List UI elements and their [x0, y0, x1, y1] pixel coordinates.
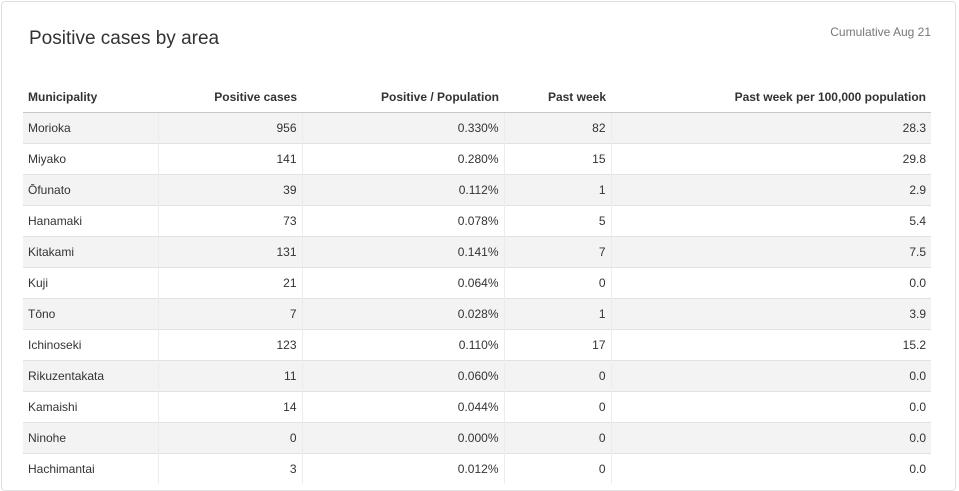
positive-population-cell: 0.012%	[301, 453, 504, 484]
past-week-per-100k-cell: 7.5	[610, 236, 931, 268]
municipality-cell: Morioka	[23, 112, 158, 144]
positive-cases-cell: 0	[157, 422, 302, 454]
positive-population-cell: 0.064%	[301, 267, 504, 299]
past-week-cell: 5	[503, 205, 611, 237]
municipality-cell: Ōfunato	[23, 174, 158, 206]
past-week-cell: 0	[503, 391, 611, 423]
table-header-row: Municipality Positive cases Positive / P…	[23, 81, 931, 113]
municipality-cell: Ninohe	[23, 422, 158, 454]
table-row: Kuji 21 0.064% 0 0.0	[23, 267, 931, 299]
positive-cases-cell: 956	[157, 112, 302, 144]
table-row: Ōfunato 39 0.112% 1 2.9	[23, 174, 931, 206]
table-row: Kitakami 131 0.141% 7 7.5	[23, 236, 931, 268]
table-row: Hanamaki 73 0.078% 5 5.4	[23, 205, 931, 237]
municipality-cell: Miyako	[23, 143, 158, 175]
past-week-cell: 15	[503, 143, 611, 175]
municipality-cell: Kitakami	[23, 236, 158, 268]
past-week-cell: 0	[503, 360, 611, 392]
cases-table: Municipality Positive cases Positive / P…	[23, 81, 931, 484]
column-header-past-week-per-100k[interactable]: Past week per 100,000 population	[611, 81, 931, 113]
past-week-cell: 17	[503, 329, 611, 361]
municipality-cell: Tōno	[23, 298, 158, 330]
cumulative-date-label: Cumulative Aug 21	[830, 25, 931, 39]
positive-cases-cell: 141	[157, 143, 302, 175]
column-header-positive-population[interactable]: Positive / Population	[302, 81, 504, 113]
past-week-cell: 1	[503, 174, 611, 206]
past-week-cell: 7	[503, 236, 611, 268]
municipality-cell: Hachimantai	[23, 453, 158, 484]
positive-cases-cell: 7	[157, 298, 302, 330]
positive-population-cell: 0.060%	[301, 360, 504, 392]
positive-population-cell: 0.000%	[301, 422, 504, 454]
card-title: Positive cases by area	[29, 28, 220, 49]
municipality-cell: Kamaishi	[23, 391, 158, 423]
positive-cases-cell: 14	[157, 391, 302, 423]
positive-cases-cell: 123	[157, 329, 302, 361]
past-week-per-100k-cell: 3.9	[610, 298, 931, 330]
column-header-past-week[interactable]: Past week	[504, 81, 611, 113]
positive-population-cell: 0.112%	[301, 174, 504, 206]
positive-population-cell: 0.110%	[301, 329, 504, 361]
past-week-per-100k-cell: 5.4	[610, 205, 931, 237]
positive-population-cell: 0.078%	[301, 205, 504, 237]
positive-cases-cell: 131	[157, 236, 302, 268]
column-header-positive-cases[interactable]: Positive cases	[158, 81, 302, 113]
positive-population-cell: 0.044%	[301, 391, 504, 423]
positive-population-cell: 0.280%	[301, 143, 504, 175]
table-row: Rikuzentakata 11 0.060% 0 0.0	[23, 360, 931, 392]
past-week-per-100k-cell: 2.9	[610, 174, 931, 206]
past-week-cell: 1	[503, 298, 611, 330]
past-week-per-100k-cell: 29.8	[610, 143, 931, 175]
past-week-cell: 82	[503, 112, 611, 144]
past-week-per-100k-cell: 0.0	[610, 267, 931, 299]
past-week-per-100k-cell: 0.0	[610, 360, 931, 392]
past-week-per-100k-cell: 0.0	[610, 453, 931, 484]
positive-population-cell: 0.330%	[301, 112, 504, 144]
past-week-per-100k-cell: 15.2	[610, 329, 931, 361]
table-row: Ninohe 0 0.000% 0 0.0	[23, 422, 931, 454]
positive-cases-cell: 11	[157, 360, 302, 392]
past-week-per-100k-cell: 0.0	[610, 391, 931, 423]
past-week-per-100k-cell: 0.0	[610, 422, 931, 454]
municipality-cell: Hanamaki	[23, 205, 158, 237]
past-week-cell: 0	[503, 453, 611, 484]
table-row: Miyako 141 0.280% 15 29.8	[23, 143, 931, 175]
positive-cases-cell: 73	[157, 205, 302, 237]
table-row: Morioka 956 0.330% 82 28.3	[23, 112, 931, 144]
municipality-cell: Kuji	[23, 267, 158, 299]
positive-cases-cell: 39	[157, 174, 302, 206]
past-week-cell: 0	[503, 422, 611, 454]
municipality-cell: Ichinoseki	[23, 329, 158, 361]
past-week-cell: 0	[503, 267, 611, 299]
positive-cases-cell: 21	[157, 267, 302, 299]
positive-population-cell: 0.141%	[301, 236, 504, 268]
table-row: Ichinoseki 123 0.110% 17 15.2	[23, 329, 931, 361]
table-row: Tōno 7 0.028% 1 3.9	[23, 298, 931, 330]
positive-population-cell: 0.028%	[301, 298, 504, 330]
table-row: Kamaishi 14 0.044% 0 0.0	[23, 391, 931, 423]
table-row: Hachimantai 3 0.012% 0 0.0	[23, 453, 931, 484]
column-header-municipality[interactable]: Municipality	[23, 81, 158, 113]
past-week-per-100k-cell: 28.3	[610, 112, 931, 144]
municipality-cell: Rikuzentakata	[23, 360, 158, 392]
positive-cases-cell: 3	[157, 453, 302, 484]
